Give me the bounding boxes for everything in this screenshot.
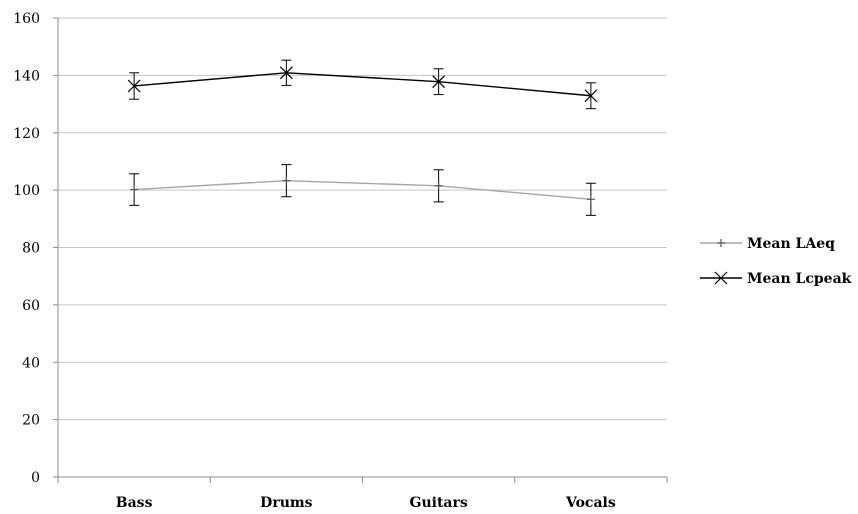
data-marker-d2 (584, 89, 598, 103)
legend-label: Mean Lcpeak (747, 271, 852, 287)
data-marker-d2 (279, 66, 293, 80)
y-tick-label: 160 (13, 11, 40, 27)
series-line (134, 179, 591, 201)
x-axis-categories: Bass Drums Guitars Vocals (57, 477, 668, 511)
data-marker-d2 (714, 271, 728, 285)
x-category-label: Vocals (565, 495, 616, 511)
x-category-label: Drums (260, 495, 313, 511)
data-marker-d2 (127, 79, 141, 93)
data-marker-d2 (432, 75, 446, 89)
series-line (134, 72, 591, 97)
y-tick-label: 0 (31, 470, 40, 486)
series-layer (127, 59, 598, 216)
y-tick-label: 100 (13, 183, 40, 199)
y-tick-label: 80 (22, 241, 40, 257)
legend-entry: Mean LAeq (700, 236, 835, 252)
series-mean-lcpeak (127, 59, 598, 110)
x-category-label: Guitars (410, 495, 468, 511)
y-tick-label: 20 (22, 413, 40, 429)
legend-entry: Mean Lcpeak (700, 271, 852, 287)
legend-label: Mean LAeq (747, 236, 835, 252)
y-tick-label: 120 (13, 126, 40, 142)
y-tick-label: 60 (22, 298, 40, 314)
y-axis-ticks: 0 20 40 60 80 100 120 140 160 (13, 11, 58, 486)
x-category-label: Bass (116, 495, 153, 511)
series-mean-laeq (129, 164, 596, 216)
y-tick-label: 140 (13, 68, 40, 84)
legend: Mean LAeq Mean Lcpeak (700, 236, 852, 287)
y-tick-label: 40 (22, 355, 40, 371)
gridlines (58, 17, 667, 421)
